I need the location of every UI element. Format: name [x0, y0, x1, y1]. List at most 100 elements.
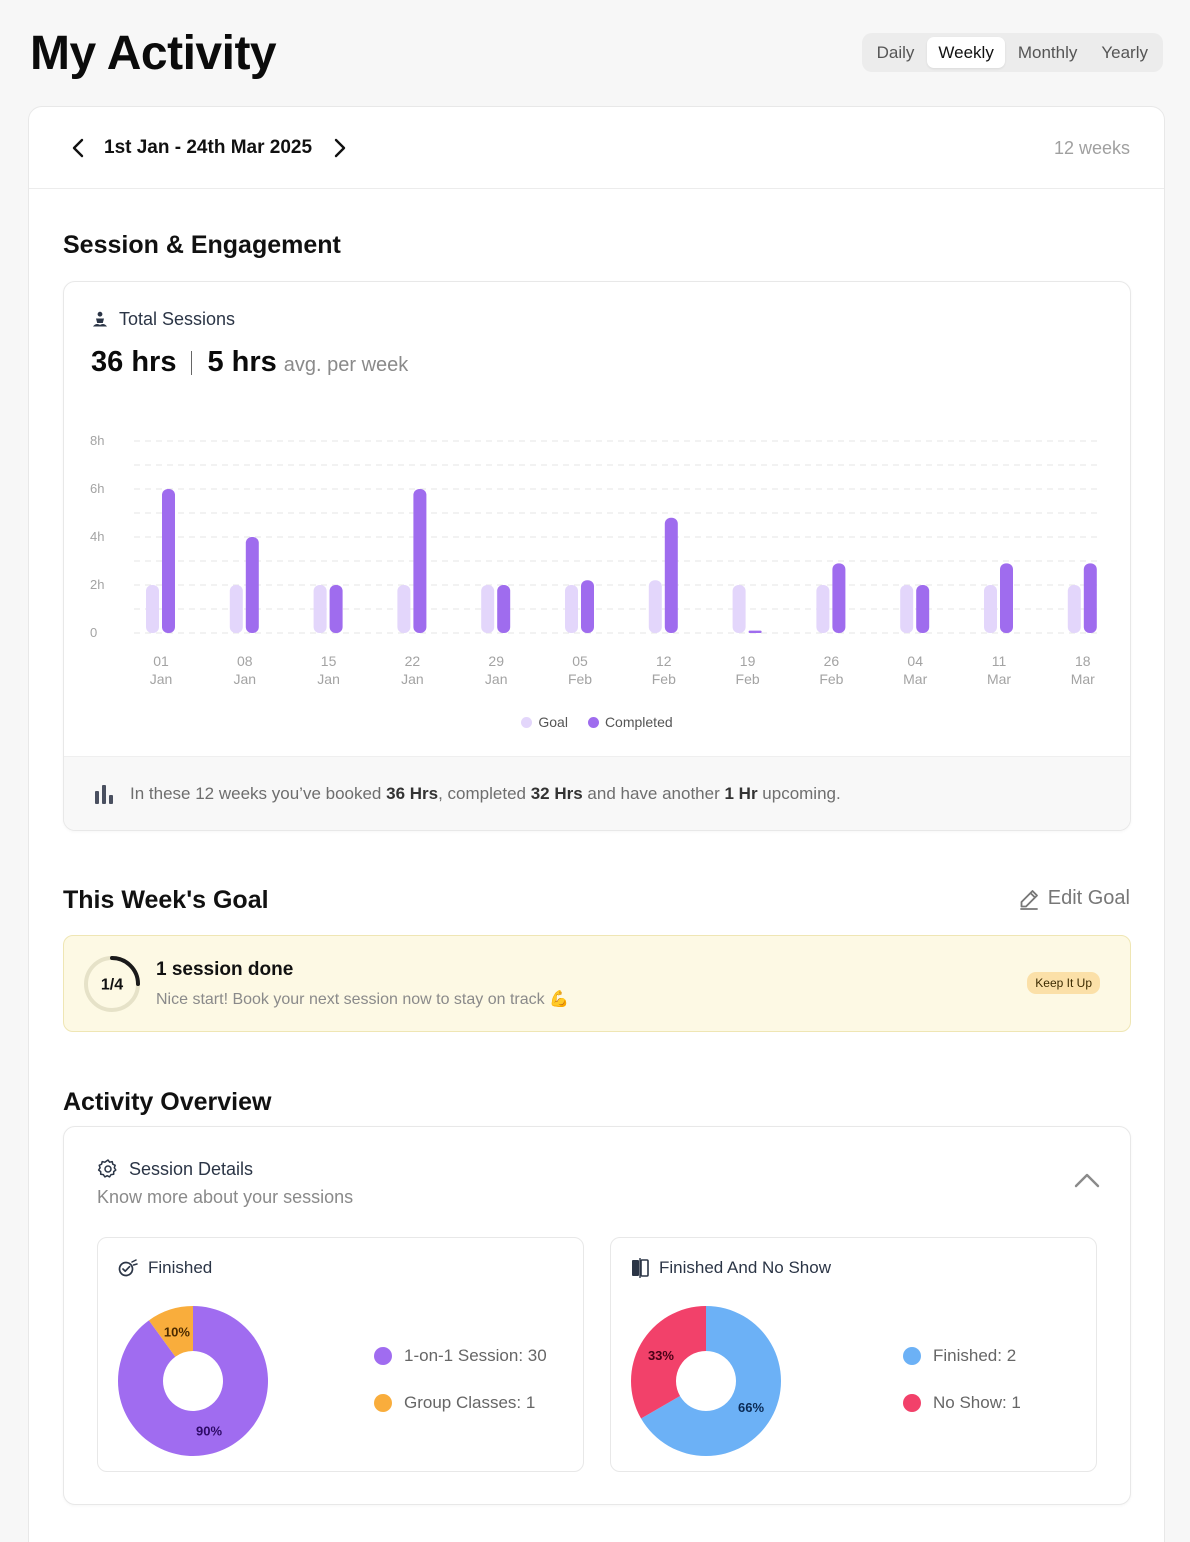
section-title-goal: This Week's Goal — [63, 886, 269, 914]
x-tick-month: Feb — [736, 671, 760, 687]
legend-one-on-one-label: 1-on-1 Session: 30 — [404, 1345, 547, 1365]
completed-bar — [162, 489, 175, 633]
upcoming-hours: 1 Hr — [724, 783, 758, 803]
booked-hours: 36 Hrs — [386, 783, 439, 803]
weekly-goal-card: 1/4 1 session done Nice start! Book your… — [63, 935, 1131, 1032]
tab-yearly[interactable]: Yearly — [1101, 43, 1148, 62]
date-range-bar: 1st Jan - 24th Mar 2025 12 weeks — [29, 107, 1164, 189]
legend-completed: Completed — [587, 714, 673, 730]
x-tick-day: 01 — [153, 653, 169, 669]
weekly-sessions-chart: 0 2h 4h 6h 8h 01 Jan 08 Jan 15 Jan 22 Jan 29 Jan 05 Feb 1… — [90, 433, 1100, 687]
section-title-overview: Activity Overview — [63, 1088, 272, 1116]
goal-progress-ring: 1/4 — [84, 956, 140, 1012]
stat-divider — [191, 350, 193, 375]
tab-daily[interactable]: Daily — [876, 43, 915, 62]
x-tick-day: 15 — [321, 653, 337, 669]
legend-group-classes: Group Classes: 1 — [374, 1393, 547, 1412]
y-tick-label: 8h — [90, 433, 104, 448]
donut-slice — [631, 1306, 706, 1419]
session-details-card: Session Details Know more about your ses… — [63, 1126, 1131, 1505]
x-tick-day: 12 — [656, 653, 672, 669]
x-tick-month: Mar — [1071, 671, 1095, 687]
y-tick-label: 6h — [90, 481, 104, 496]
x-tick-month: Mar — [903, 671, 927, 687]
x-tick-month: Jan — [401, 671, 424, 687]
x-tick-day: 29 — [488, 653, 504, 669]
total-hours: 36 hrs — [91, 346, 177, 378]
donut-slice — [641, 1306, 781, 1456]
slice-percent-label: 90% — [196, 1423, 222, 1438]
tab-monthly[interactable]: Monthly — [1017, 43, 1078, 62]
slice-percent-label: 33% — [648, 1348, 674, 1363]
x-tick-month: Jan — [234, 671, 257, 687]
chevron-right-icon[interactable] — [327, 136, 351, 160]
completed-bar — [413, 489, 427, 633]
goal-bar — [229, 585, 243, 633]
edit-goal-button[interactable]: Edit Goal — [1018, 887, 1130, 910]
legend-group-classes-swatch — [374, 1393, 392, 1412]
goal-bar — [565, 585, 578, 633]
legend-goal: Goal — [521, 714, 568, 730]
legend-goal-swatch — [521, 716, 533, 728]
y-tick-label: 2h — [90, 577, 104, 592]
finished-no-show-donut-chart: 66% 33% — [631, 1306, 781, 1456]
x-tick-day: 22 — [405, 653, 421, 669]
goal-bar — [146, 585, 159, 633]
pencil-icon — [1019, 889, 1038, 910]
page-title: My Activity — [30, 27, 277, 80]
total-sessions-card: Total Sessions 36 hrs 5 hrs avg. per wee… — [63, 281, 1131, 831]
completed-bar — [832, 563, 846, 633]
section-title-sessions: Session & Engagement — [63, 231, 341, 259]
chevron-up-icon[interactable] — [1074, 1171, 1100, 1189]
legend-no-show-swatch — [903, 1393, 921, 1412]
legend-goal-label: Goal — [538, 714, 568, 730]
goal-badge: Keep It Up — [1027, 972, 1100, 994]
goal-bar — [816, 585, 830, 633]
x-tick-month: Feb — [652, 671, 676, 687]
x-tick-month: Jan — [317, 671, 340, 687]
completed-bar — [329, 585, 343, 633]
weeks-count: 12 weeks — [1053, 138, 1130, 158]
x-tick-day: 04 — [907, 653, 923, 669]
finished-no-show-chart-card: Finished And No Show 66% 33% Finished: 2 … — [610, 1237, 1097, 1472]
slice-percent-label: 66% — [738, 1400, 764, 1415]
completed-bar — [1083, 563, 1097, 633]
completed-bar — [916, 585, 930, 633]
y-tick-label: 4h — [90, 529, 104, 544]
completed-bar — [497, 585, 511, 633]
goal-bar — [481, 585, 495, 633]
x-tick-day: 18 — [1075, 653, 1091, 669]
legend-one-on-one-swatch — [374, 1346, 392, 1365]
avg-label: avg. per week — [283, 354, 409, 376]
bar-chart-icon — [95, 784, 113, 804]
legend-finished-swatch — [903, 1346, 921, 1365]
donut-slice — [148, 1306, 193, 1357]
legend-completed-swatch — [587, 716, 599, 728]
y-tick-label: 0 — [90, 625, 97, 640]
chevron-left-icon[interactable] — [67, 136, 91, 160]
x-tick-day: 26 — [824, 653, 840, 669]
tab-weekly[interactable]: Weekly — [927, 37, 1005, 68]
activity-card: 1st Jan - 24th Mar 2025 12 weeks Session… — [28, 106, 1165, 1542]
x-tick-month: Jan — [150, 671, 173, 687]
summary-text: In these 12 weeks you’ve booked 36 Hrs, … — [130, 783, 841, 803]
x-tick-day: 11 — [992, 653, 1007, 669]
finished-no-show-legend: Finished: 2 No Show: 1 — [903, 1346, 1021, 1412]
finished-donut-chart: 90% 10% — [117, 1306, 268, 1456]
finished-no-show-chart-title: Finished And No Show — [659, 1258, 831, 1277]
goal-subtitle: Nice start! Book your next session now t… — [156, 991, 569, 1008]
finished-legend: 1-on-1 Session: 30 Group Classes: 1 — [374, 1346, 547, 1412]
legend-group-classes-label: Group Classes: 1 — [404, 1392, 536, 1412]
goal-bar — [732, 585, 746, 633]
legend-no-show-label: No Show: 1 — [933, 1392, 1021, 1412]
goal-bar — [313, 585, 327, 633]
total-sessions-title: Total Sessions — [119, 309, 236, 329]
x-tick-month: Feb — [819, 671, 843, 687]
x-tick-day: 05 — [572, 653, 588, 669]
sessions-summary: In these 12 weeks you’ve booked 36 Hrs, … — [64, 756, 1130, 830]
finished-chart-card: Finished 90% 10% 1-on-1 Session: 30 Group… — [97, 1237, 584, 1472]
completed-bar — [1000, 563, 1013, 633]
x-tick-day: 19 — [740, 653, 756, 669]
goal-progress-text: 1/4 — [101, 977, 123, 994]
compare-icon — [632, 1258, 649, 1278]
